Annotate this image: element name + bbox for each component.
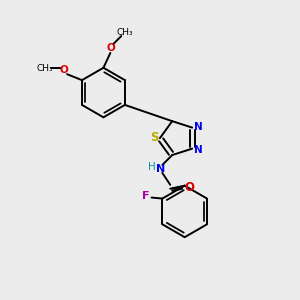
- Text: CH₃: CH₃: [117, 28, 134, 37]
- Text: O: O: [60, 65, 68, 75]
- Text: O: O: [107, 43, 116, 53]
- Text: N: N: [156, 164, 165, 174]
- Text: N: N: [194, 122, 203, 132]
- Text: S: S: [150, 130, 158, 144]
- Text: F: F: [142, 190, 149, 201]
- Text: CH₃: CH₃: [36, 64, 52, 73]
- Text: N: N: [194, 145, 203, 154]
- Text: H: H: [148, 162, 155, 172]
- Text: O: O: [184, 181, 194, 194]
